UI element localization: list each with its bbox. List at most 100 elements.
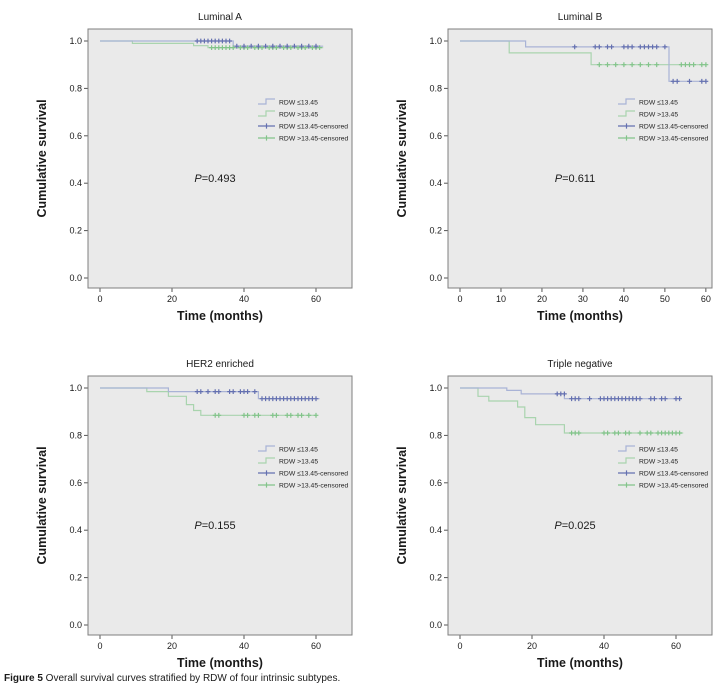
legend-item-label: RDW >13.45-censored (279, 483, 349, 490)
series-blue-censored-marks (572, 44, 709, 84)
x-tick-label: 20 (167, 641, 177, 651)
y-axis-label: Cumulative survival (395, 446, 409, 564)
legend-item-0: RDW ≤13.45 (618, 98, 678, 107)
legend-item-3: RDW >13.45-censored (258, 482, 349, 490)
y-tick-label: 1.0 (69, 36, 82, 46)
legend-item-label: RDW ≤13.45-censored (279, 471, 348, 478)
y-tick-label: 0.4 (429, 178, 442, 188)
series-green-censored-marks (569, 430, 682, 436)
legend-blue-censored-swatch (618, 123, 635, 129)
y-axis-label: Cumulative survival (35, 446, 49, 564)
y-tick-label: 0.6 (429, 131, 442, 141)
legend: RDW ≤13.45 RDW >13.45 RDW ≤13.45-censored R… (618, 98, 709, 143)
series-blue-step-line (460, 387, 680, 400)
p-value-label: P=0.493 (194, 173, 235, 185)
p-value-label: P=0.611 (555, 173, 595, 185)
legend-item-label: RDW ≤13.45 (279, 447, 318, 454)
legend-green-line-swatch (258, 110, 275, 117)
y-tick-label: 0.0 (69, 620, 82, 630)
p-value-label: P=0.155 (194, 520, 235, 532)
plot-background (88, 29, 352, 288)
panel-her2-enriched: HER2 enriched Cumulative survival Time (mo… (0, 347, 360, 694)
x-tick-label: 60 (671, 641, 681, 651)
plot-frame (447, 28, 713, 289)
x-tick-label: 0 (97, 641, 102, 651)
legend-green-censored-swatch (618, 482, 635, 488)
panel-title: Luminal A (198, 12, 242, 23)
legend-green-censored-swatch (258, 135, 275, 141)
y-axis-label: Cumulative survival (35, 99, 49, 217)
plot-frame (87, 28, 353, 289)
y-tick-label: 1.0 (429, 36, 442, 46)
panel-luminal-a: Luminal A Cumulative survival Time (months… (0, 0, 360, 347)
legend-item-label: RDW ≤13.45-censored (639, 471, 708, 478)
legend-blue-line-swatch (618, 98, 635, 105)
x-tick-label: 40 (239, 641, 249, 651)
series-blue-censored-marks (194, 38, 319, 49)
legend: RDW ≤13.45 RDW >13.45 RDW ≤13.45-censored R… (258, 98, 349, 143)
y-tick-label: 0.0 (69, 273, 82, 283)
x-tick-label: 0 (457, 294, 462, 304)
survival-plot-triple-negative: Triple negative Cumulative survival Time (… (395, 359, 713, 670)
legend-item-1: RDW >13.45 (258, 110, 318, 119)
legend-item-label: RDW ≤13.45 (279, 100, 318, 107)
x-axis-label: Time (months) (537, 309, 623, 323)
legend-item-label: RDW >13.45-censored (639, 483, 709, 490)
x-axis-label: Time (months) (177, 309, 263, 323)
legend-item-3: RDW >13.45-censored (618, 482, 709, 490)
legend-item-0: RDW ≤13.45 (258, 445, 318, 454)
x-tick-label: 30 (578, 294, 588, 304)
legend-green-line-swatch (258, 457, 275, 464)
legend-item-label: RDW >13.45-censored (279, 136, 349, 143)
y-tick-label: 0.4 (429, 525, 442, 535)
y-tick-label: 0.4 (69, 525, 82, 535)
x-tick-label: 40 (619, 294, 629, 304)
figure-caption-text: Overall survival curves stratified by RD… (42, 673, 341, 684)
x-tick-label: 40 (239, 294, 249, 304)
y-tick-label: 0.6 (429, 478, 442, 488)
legend-item-2: RDW ≤13.45-censored (258, 123, 348, 131)
legend-item-3: RDW >13.45-censored (258, 135, 349, 143)
legend-item-label: RDW >13.45 (639, 112, 678, 119)
x-tick-label: 20 (537, 294, 547, 304)
x-tick-label: 0 (97, 294, 102, 304)
x-tick-label: 60 (311, 294, 321, 304)
series-blue-censored-marks (554, 391, 682, 402)
panel-luminal-b: Luminal B Cumulative survival Time (months… (360, 0, 720, 347)
x-tick-label: 0 (457, 641, 462, 651)
survival-plot-luminal-b: Luminal B Cumulative survival Time (months… (395, 12, 713, 323)
figure-caption-label: Figure 5 (4, 673, 43, 684)
legend-blue-line-swatch (618, 445, 635, 452)
legend-item-label: RDW >13.45 (279, 459, 318, 466)
survival-plot-her2-enriched: HER2 enriched Cumulative survival Time (mo… (35, 359, 353, 670)
y-axis-label: Cumulative survival (395, 99, 409, 217)
panel-title: Triple negative (547, 359, 613, 370)
x-tick-label: 50 (660, 294, 670, 304)
legend-item-2: RDW ≤13.45-censored (618, 470, 708, 478)
legend-item-3: RDW >13.45-censored (618, 135, 709, 143)
legend-item-2: RDW ≤13.45-censored (618, 123, 708, 131)
x-tick-label: 20 (167, 294, 177, 304)
legend: RDW ≤13.45 RDW >13.45 RDW ≤13.45-censored R… (618, 445, 709, 490)
y-tick-label: 0.6 (69, 478, 82, 488)
series-blue-censored-marks (194, 389, 319, 402)
y-tick-label: 1.0 (429, 383, 442, 393)
panel-title: Luminal B (558, 12, 603, 23)
plot-background (448, 376, 712, 635)
x-axis-label: Time (months) (537, 656, 623, 670)
plot-frame (87, 375, 353, 636)
plot-frame (447, 375, 713, 636)
legend-item-label: RDW ≤13.45-censored (639, 124, 708, 131)
p-value-label: P=0.025 (554, 520, 595, 532)
y-tick-label: 0.6 (69, 131, 82, 141)
figure-caption: Figure 5 Overall survival curves stratif… (4, 673, 340, 684)
legend-green-censored-swatch (618, 135, 635, 141)
x-tick-label: 60 (701, 294, 711, 304)
y-tick-label: 0.0 (429, 273, 442, 283)
legend-item-label: RDW ≤13.45 (639, 100, 678, 107)
legend-item-1: RDW >13.45 (618, 457, 678, 466)
series-green-step-line (460, 387, 684, 434)
x-tick-label: 10 (496, 294, 506, 304)
